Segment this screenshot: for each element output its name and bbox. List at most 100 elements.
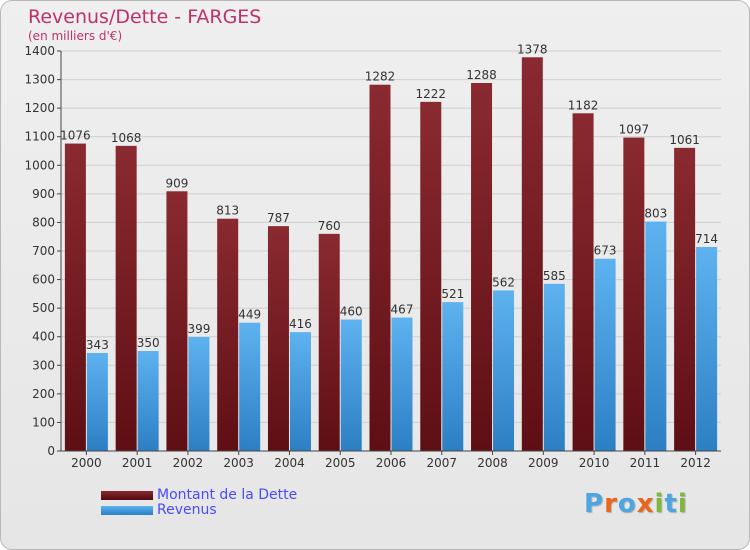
x-tick-label: 2000 (71, 456, 102, 470)
legend-item-dette: Montant de la Dette (101, 487, 297, 503)
data-label-dette: 787 (267, 211, 290, 225)
data-label-dette: 1378 (517, 42, 548, 56)
y-tick-label: 900 (32, 187, 55, 201)
bars (64, 57, 718, 452)
bar-dette (471, 83, 493, 451)
data-label-revenus: 521 (441, 287, 464, 301)
data-label-revenus: 673 (594, 244, 617, 258)
x-tick-label: 2009 (528, 456, 559, 470)
bar-dette (166, 191, 188, 452)
legend-label-revenus: Revenus (157, 502, 217, 518)
logo-letter: r (604, 489, 618, 519)
y-tick-label: 800 (32, 215, 55, 229)
x-tick-label: 2008 (477, 456, 508, 470)
x-tick-label: 2011 (630, 456, 661, 470)
data-label-dette: 1222 (415, 87, 446, 101)
data-label-dette: 760 (318, 219, 341, 233)
y-tick-label: 700 (32, 244, 55, 258)
bar-revenus (340, 319, 362, 451)
bar-dette (64, 143, 86, 452)
bar-revenus (86, 353, 108, 451)
data-label-dette: 1068 (111, 131, 142, 145)
axes: 0 100 200 300 400 500 600 700 800 900 1000 1100 1200… (24, 44, 721, 470)
data-label-dette: 1182 (568, 98, 599, 112)
x-tick-label: 2005 (325, 456, 356, 470)
data-label-dette: 909 (165, 176, 188, 190)
data-labels: 1076 343 1068 350 909 399 813 449 787 416 760 460 12… (60, 42, 718, 352)
bar-revenus (391, 317, 413, 451)
y-tick-label: 600 (32, 273, 55, 287)
y-tick-label: 100 (32, 415, 55, 429)
data-label-revenus: 562 (492, 275, 515, 289)
bar-revenus (239, 322, 261, 451)
bar-dette (267, 226, 289, 451)
y-tick-label: 1200 (24, 101, 55, 115)
data-label-revenus: 714 (695, 232, 718, 246)
bar-dette (521, 57, 543, 452)
y-tick-label: 500 (32, 301, 55, 315)
x-tick-label: 2010 (579, 456, 610, 470)
x-tick-label: 2002 (173, 456, 204, 470)
bar-dette (115, 145, 137, 451)
data-label-revenus: 350 (137, 336, 160, 350)
x-tick-label: 2006 (376, 456, 407, 470)
bar-revenus (137, 351, 159, 451)
proxiti-logo: Proxiti (584, 489, 688, 519)
data-label-revenus: 399 (187, 322, 210, 336)
x-tick-label: 2007 (426, 456, 457, 470)
bar-revenus (696, 247, 718, 451)
bar-revenus (594, 258, 616, 451)
bar-revenus (289, 332, 311, 451)
y-tick-label: 1300 (24, 73, 55, 87)
data-label-dette: 1061 (669, 133, 700, 147)
logo-letter: i (654, 489, 665, 519)
bar-dette (217, 218, 239, 451)
logo-letter: i (677, 489, 688, 519)
data-label-dette: 1097 (619, 123, 650, 137)
y-tick-label: 1100 (24, 130, 55, 144)
y-tick-label: 200 (32, 387, 55, 401)
bar-revenus (645, 221, 667, 451)
data-label-revenus: 467 (391, 303, 414, 317)
data-label-revenus: 803 (644, 207, 667, 221)
bar-dette (623, 137, 645, 452)
y-tick-label: 0 (47, 444, 55, 458)
y-tick-label: 400 (32, 330, 55, 344)
bar-dette (572, 113, 594, 452)
logo-letter: o (617, 489, 637, 519)
x-tick-label: 2003 (223, 456, 254, 470)
legend-swatch-revenus (101, 505, 153, 515)
bar-revenus (543, 283, 565, 451)
x-tick-label: 2004 (274, 456, 305, 470)
legend-swatch-dette (101, 490, 153, 500)
x-tick-label: 2001 (122, 456, 153, 470)
chart-subtitle: (en milliers d'€) (28, 29, 123, 43)
data-label-revenus: 449 (238, 308, 261, 322)
bar-revenus (493, 290, 515, 451)
chart-title: Revenus/Dette - FARGES (28, 6, 262, 28)
data-label-dette: 1288 (466, 68, 497, 82)
data-label-revenus: 460 (340, 305, 363, 319)
data-label-dette: 1076 (60, 129, 91, 143)
legend-label-dette: Montant de la Dette (157, 487, 298, 503)
bar-dette (420, 101, 442, 451)
x-tick-label: 2012 (680, 456, 711, 470)
legend-item-revenus: Revenus (101, 502, 217, 518)
logo-letter: P (584, 489, 605, 519)
logo-letter: t (664, 489, 678, 519)
bar-dette (318, 233, 340, 451)
bar-revenus (442, 302, 464, 451)
logo-letter: x (636, 489, 655, 519)
data-label-dette: 813 (216, 204, 239, 218)
data-label-dette: 1282 (365, 70, 396, 84)
bar-dette (369, 84, 391, 451)
data-label-revenus: 585 (543, 269, 566, 283)
data-label-revenus: 416 (289, 317, 312, 331)
y-tick-label: 1000 (24, 158, 55, 172)
bar-revenus (188, 337, 210, 451)
data-label-revenus: 343 (86, 338, 109, 352)
y-tick-label: 300 (32, 358, 55, 372)
y-tick-label: 1400 (24, 44, 55, 58)
